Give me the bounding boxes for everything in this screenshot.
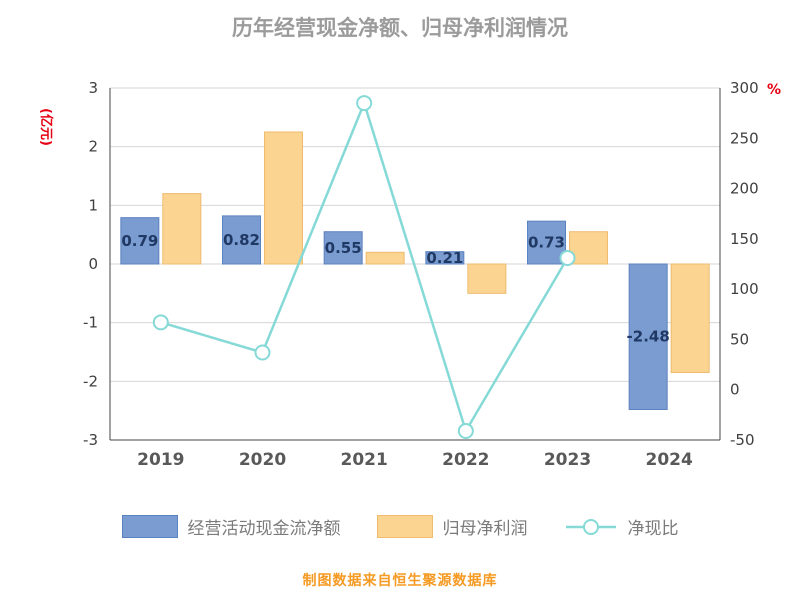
legend-label-net-profit: 归母净利润	[442, 519, 528, 539]
right-axis-tick-label: 200	[730, 180, 759, 198]
left-axis-unit-label: (亿元)	[38, 108, 54, 146]
x-axis-category-label: 2022	[442, 450, 489, 470]
right-axis-tick-label: 150	[730, 230, 759, 248]
right-axis-tick-label: -50	[730, 431, 755, 449]
footer-note: 制图数据来自恒生聚源数据库	[302, 573, 498, 589]
combo-chart: 0.79 0.82 0.55 0.21 0.73 -2.48 3 2 1 0 -1 -2 -3 300 25…	[38, 79, 781, 470]
bar-value-label: -2.48	[627, 328, 670, 346]
line-marker	[152, 314, 169, 331]
bar-operating-cash-flow	[425, 251, 465, 265]
legend: 经营活动现金流净额 归母净利润 净现比	[0, 514, 800, 539]
bar-net-profit	[365, 251, 405, 265]
bar-value-label: 0.21	[426, 249, 463, 267]
right-axis-tick-label: 300	[730, 79, 759, 97]
net-cash-ratio-line-icon	[565, 518, 616, 535]
bar-net-profit	[670, 263, 710, 374]
right-axis-unit-label: %	[767, 82, 781, 98]
line-marker	[356, 95, 373, 112]
bar-operating-cash-flow	[527, 220, 566, 265]
left-axis-tick-label: 0	[88, 255, 98, 273]
x-axis-category-label: 2024	[646, 450, 693, 470]
left-axis-tick-label: 2	[88, 138, 98, 156]
right-axis-tick-label: 50	[730, 330, 749, 348]
right-axis-tick-label: 250	[730, 129, 759, 147]
left-axis-tick-label: -2	[83, 372, 98, 390]
net-profit-swatch	[376, 515, 433, 538]
left-axis-tick-label: -3	[83, 431, 98, 449]
line-marker	[559, 249, 576, 266]
legend-item-net-profit[interactable]: 归母净利润	[376, 514, 528, 539]
left-axis-tick-label: 3	[88, 79, 98, 97]
bar-value-label: 0.79	[121, 232, 158, 250]
line-marker	[254, 344, 271, 361]
legend-label-net-cash-ratio: 净现比	[627, 519, 679, 539]
right-axis-tick-label: 0	[730, 381, 740, 399]
chart-title: 历年经营现金净额、归母净利润情况	[232, 16, 568, 40]
bar-operating-cash-flow	[222, 215, 261, 265]
left-axis-tick-label: -1	[83, 314, 98, 332]
operating-cash-flow-swatch	[121, 515, 178, 538]
legend-label-operating-cash-flow: 经营活动现金流净额	[187, 519, 341, 539]
left-axis-tick-label: 1	[88, 196, 98, 214]
bar-value-label: 0.55	[325, 239, 362, 257]
line-marker	[457, 422, 474, 439]
right-axis-tick-label: 100	[730, 280, 759, 298]
x-axis-category-label: 2020	[239, 450, 286, 470]
bar-net-profit	[264, 131, 303, 265]
bar-net-profit	[162, 193, 202, 265]
legend-item-net-cash-ratio[interactable]: 净现比	[564, 514, 679, 539]
bar-value-label: 0.73	[528, 234, 565, 252]
legend-item-operating-cash-flow[interactable]: 经营活动现金流净额	[121, 514, 341, 539]
x-axis-category-label: 2021	[341, 450, 388, 470]
bar-operating-cash-flow	[120, 217, 160, 265]
x-axis-category-label: 2019	[137, 450, 184, 470]
x-axis-category-label: 2023	[544, 450, 591, 470]
bar-net-profit	[467, 263, 507, 294]
bar-operating-cash-flow	[628, 263, 668, 410]
bar-net-profit	[569, 231, 608, 265]
bar-value-label: 0.82	[223, 231, 260, 249]
bar-operating-cash-flow	[323, 231, 363, 265]
